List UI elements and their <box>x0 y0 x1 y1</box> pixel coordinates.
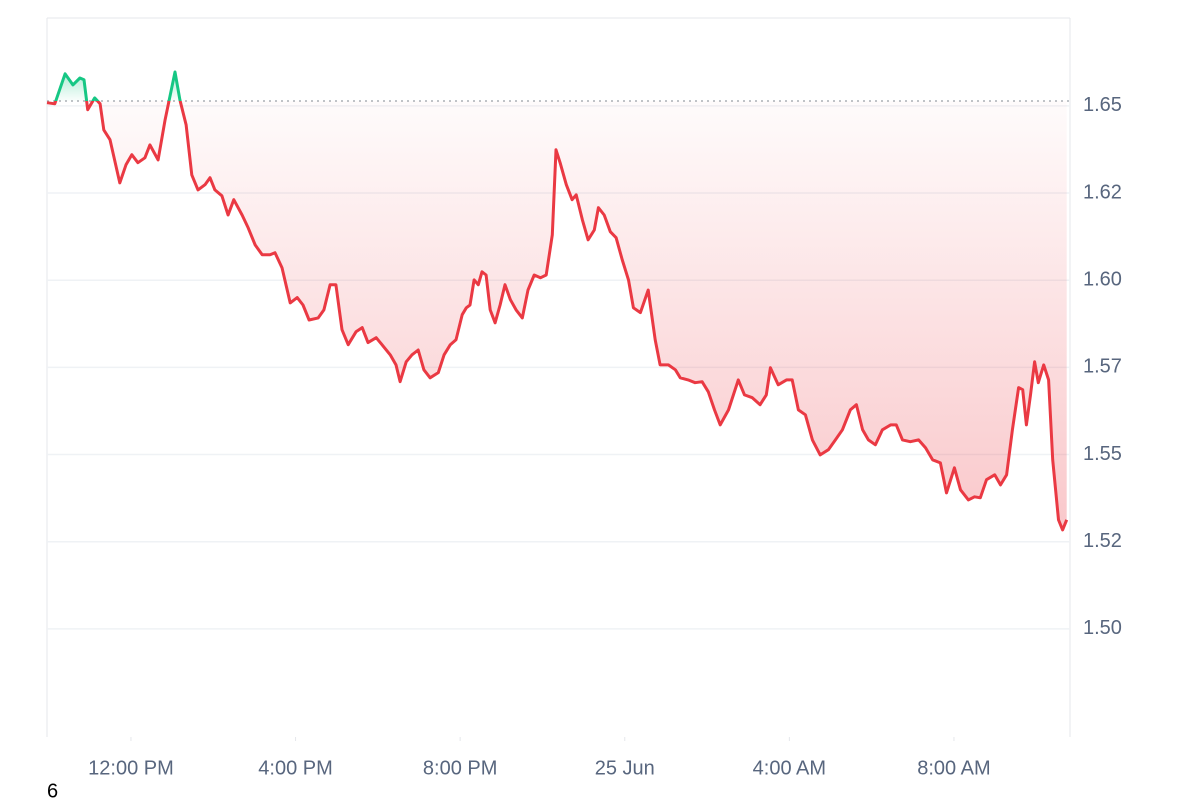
price-area <box>47 72 1067 530</box>
y-tick-label: 1.60 <box>1083 268 1122 290</box>
y-tick-label: 1.62 <box>1083 181 1122 203</box>
x-tick-label: 8:00 AM <box>917 757 990 779</box>
price-line <box>46 70 1069 532</box>
x-tick-label: 4:00 PM <box>258 757 332 779</box>
corner-label: 6 <box>47 780 58 800</box>
y-tick-label: 1.65 <box>1083 94 1122 116</box>
y-tick-label: 1.50 <box>1083 617 1122 639</box>
x-tick-label: 8:00 PM <box>423 757 497 779</box>
x-tick-label: 12:00 PM <box>88 757 174 779</box>
y-tick-label: 1.55 <box>1083 443 1122 465</box>
y-tick-label: 1.52 <box>1083 530 1122 552</box>
y-tick-label: 1.57 <box>1083 356 1122 378</box>
x-tick-label: 25 Jun <box>595 757 655 779</box>
x-tick-label: 4:00 AM <box>753 757 826 779</box>
